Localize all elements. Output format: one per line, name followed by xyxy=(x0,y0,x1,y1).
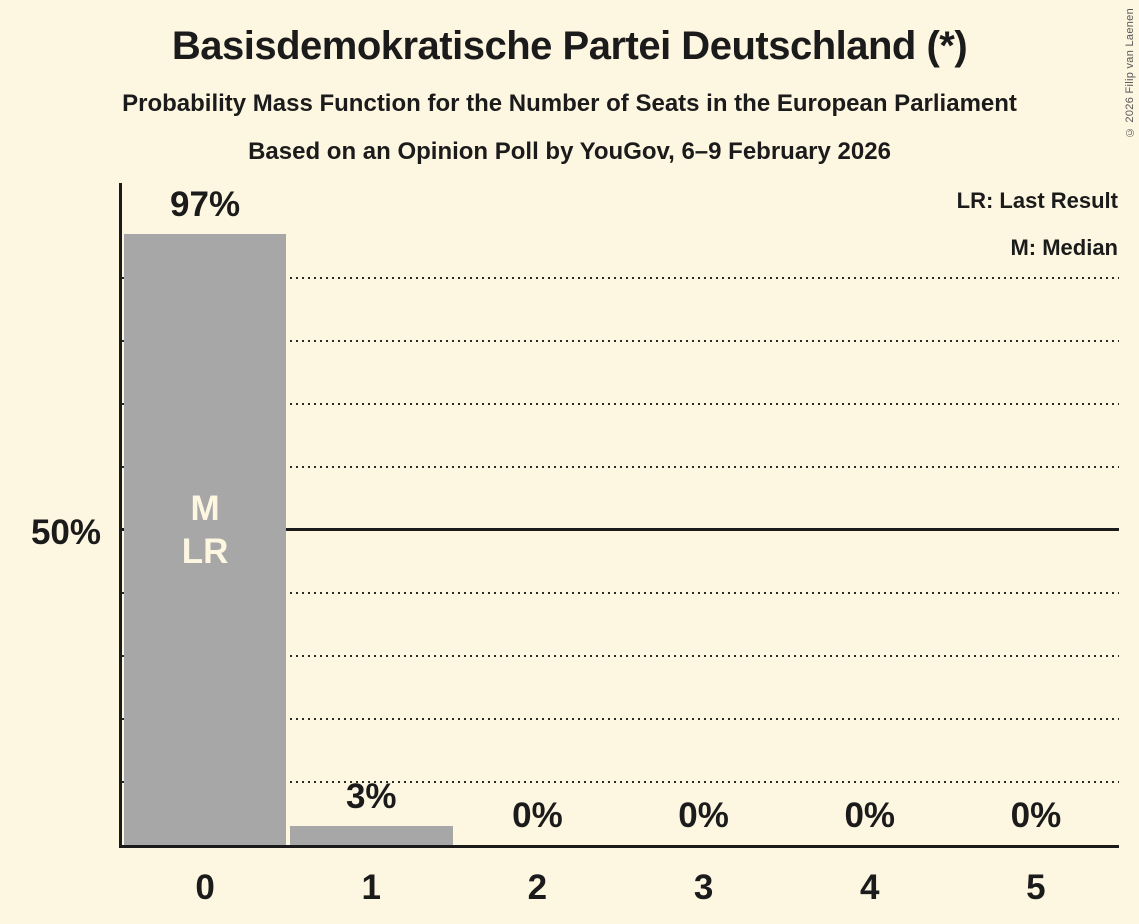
legend-median: M: Median xyxy=(1010,235,1118,260)
x-axis-labels: 0 1 2 3 4 5 xyxy=(122,866,1119,912)
bar-1 xyxy=(289,826,453,845)
gridline-dotted-90 xyxy=(122,277,1119,279)
bar-0 xyxy=(123,233,287,845)
gridline-dotted-40 xyxy=(122,592,1119,594)
chart-subtitle: Probability Mass Function for the Number… xyxy=(122,90,1017,117)
chart-source-subtitle: Based on an Opinion Poll by YouGov, 6–9 … xyxy=(248,138,891,165)
x-tick-label-4: 4 xyxy=(860,868,880,907)
gridline-dotted-20 xyxy=(122,718,1119,720)
bar-annotation-median-last-result: M LR xyxy=(182,487,229,573)
gridline-dotted-10 xyxy=(122,781,1119,783)
chart-title: Basisdemokratische Partei Deutschland (*… xyxy=(171,24,968,68)
bar-value-label-5: 0% xyxy=(1010,796,1062,835)
x-tick-label-2: 2 xyxy=(527,868,548,907)
gridline-solid-50 xyxy=(122,528,1119,531)
x-tick-label-5: 5 xyxy=(1026,868,1046,907)
copyright-notice: © 2026 Filip van Laenen xyxy=(1124,8,1136,139)
median-marker: M xyxy=(190,489,220,528)
x-tick-label-1: 1 xyxy=(361,868,381,907)
bar-value-label-1: 3% xyxy=(345,777,397,817)
gridline-dotted-80 xyxy=(122,340,1119,342)
bar-value-label-3: 0% xyxy=(678,796,729,835)
gridline-dotted-60 xyxy=(122,466,1119,468)
last-result-marker: LR xyxy=(181,532,229,571)
legend-last-result: LR: Last Result xyxy=(956,188,1118,213)
y-axis-50-percent-label: 50% xyxy=(30,513,101,552)
bar-value-label-4: 0% xyxy=(844,796,896,835)
bar-value-label-0: 97% xyxy=(170,184,241,224)
plot-area: 97% 3% 0% 0% 0% 0% M LR xyxy=(119,183,1119,848)
gridline-dotted-70 xyxy=(122,403,1119,405)
x-tick-label-0: 0 xyxy=(195,868,215,907)
bar-value-label-2: 0% xyxy=(512,796,563,835)
x-tick-label-3: 3 xyxy=(693,868,714,907)
gridline-dotted-30 xyxy=(122,655,1119,657)
